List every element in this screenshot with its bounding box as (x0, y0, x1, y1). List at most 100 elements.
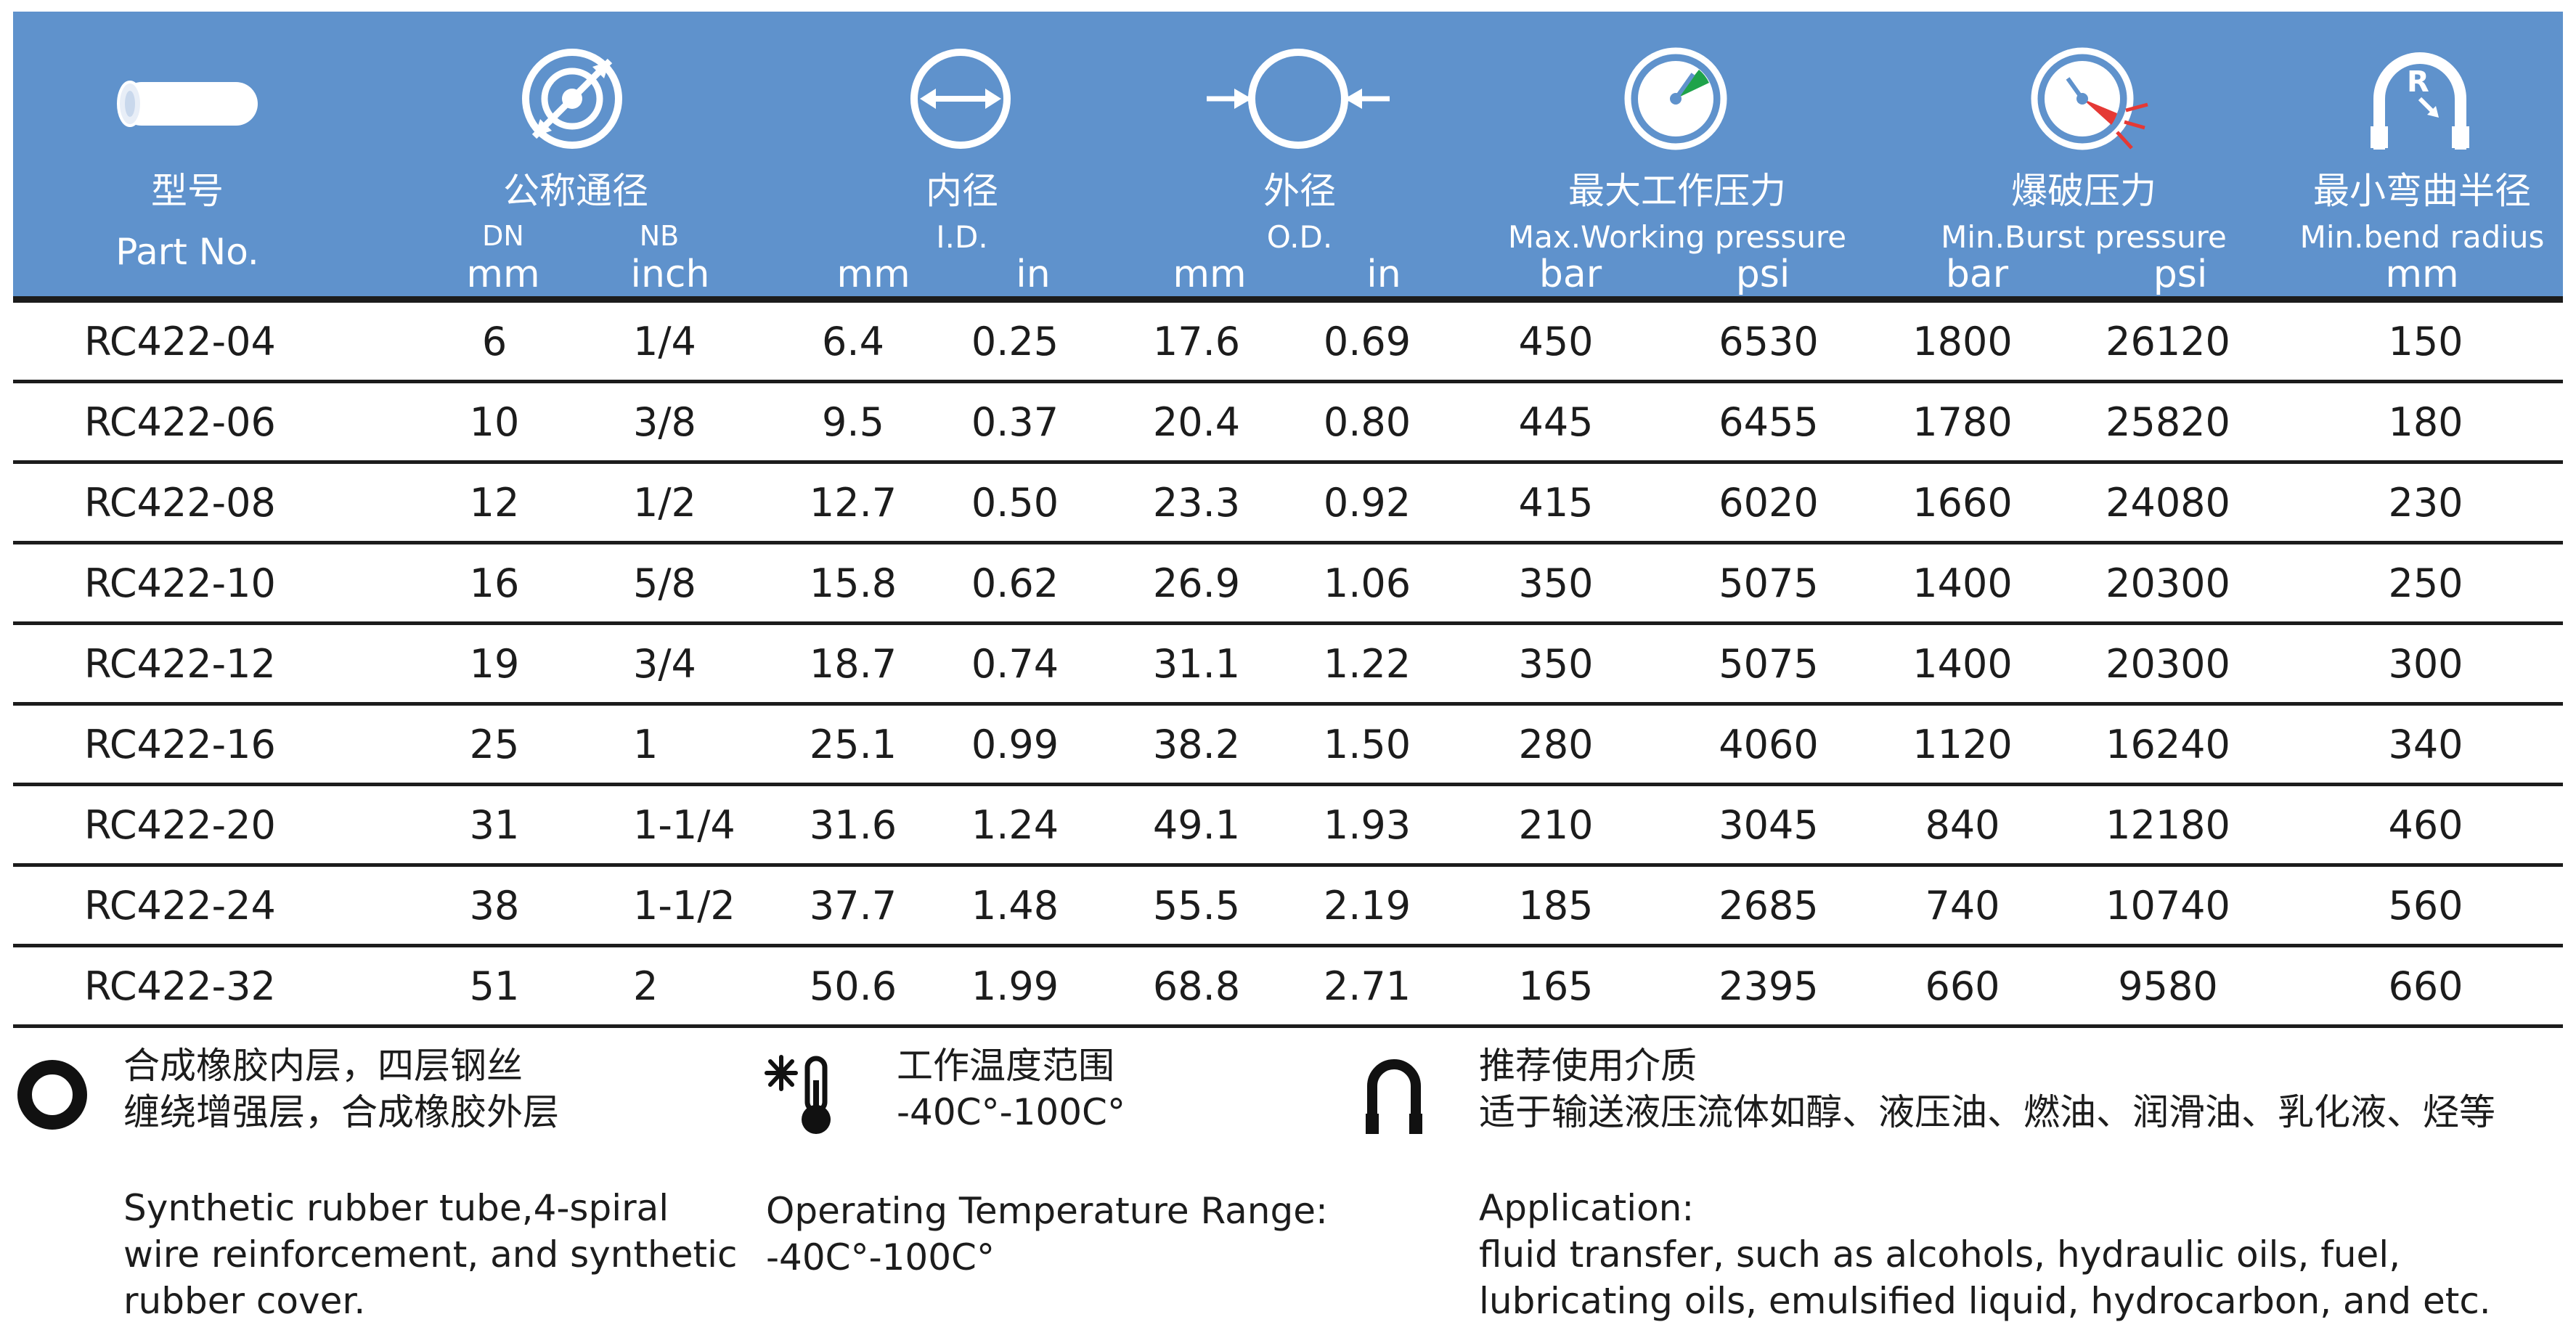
thermometer-snowflake-icon (765, 1055, 831, 1134)
cell-wp-bar: 350 (1518, 641, 1594, 687)
cell-od-in: 1.93 (1323, 802, 1411, 848)
bend-radius-icon: R (2371, 52, 2469, 150)
cell-id-mm: 12.7 (809, 480, 897, 526)
header-bp-title-en: Min.Burst pressure (1941, 219, 2227, 255)
cell-wp-psi: 6020 (1719, 480, 1819, 526)
cell-od-mm: 23.3 (1152, 480, 1241, 526)
cell-bend-radius: 660 (2388, 963, 2463, 1009)
cell-bend-radius: 230 (2388, 480, 2463, 526)
temperature-en-title: Operating Temperature Range: (766, 1190, 1328, 1232)
cell-id-in: 0.37 (971, 399, 1059, 445)
cell-wp-psi: 5075 (1719, 641, 1819, 687)
header-nominal-title-cn: 公称通径 (503, 170, 648, 212)
cell-part-no: RC422-32 (84, 963, 276, 1009)
burst-gauge-icon (2031, 47, 2148, 150)
header-part-title-en: Part No. (115, 231, 259, 273)
cell-bp-psi: 20300 (2106, 560, 2230, 606)
cell-wp-bar: 350 (1518, 560, 1594, 606)
header-bp-unit-bar: bar (1945, 253, 2009, 296)
cell-bend-radius: 300 (2388, 641, 2463, 687)
construction-en-line1: Synthetic rubber tube,4-spiral (123, 1187, 669, 1229)
table-row: RC422-06 10 3/8 9.5 0.37 20.4 0.80 445 6455 1780 2… (13, 383, 2563, 464)
header-od-title-cn: 外径 (1263, 170, 1336, 212)
cell-id-mm: 25.1 (809, 722, 897, 767)
hose-tube-icon (117, 81, 258, 127)
application-en-title: Application: (1479, 1187, 1695, 1229)
cell-bp-bar: 1660 (1912, 480, 2013, 526)
application-en-line2: lubricating oils, emulsified liquid, hyd… (1479, 1280, 2491, 1322)
cell-bp-psi: 16240 (2106, 722, 2230, 767)
cell-dn-mm: 51 (469, 963, 520, 1009)
table-row: RC422-08 12 1/2 12.7 0.50 23.3 0.92 415 6020 1660… (13, 464, 2563, 544)
table-row: RC422-12 19 3/4 18.7 0.74 31.1 1.22 350 5075 1400… (13, 625, 2563, 706)
nominal-bore-icon (522, 49, 622, 149)
cell-bp-bar: 1400 (1912, 560, 2013, 606)
cell-part-no: RC422-16 (84, 722, 276, 767)
cell-id-in: 1.99 (971, 963, 1059, 1009)
cell-od-in: 2.71 (1323, 963, 1411, 1009)
cell-bend-radius: 460 (2388, 802, 2463, 848)
cell-dn-mm: 16 (469, 560, 520, 606)
cell-bp-psi: 24080 (2106, 480, 2230, 526)
pressure-gauge-icon (1624, 47, 1727, 150)
cell-id-mm: 31.6 (809, 802, 897, 848)
cell-od-in: 2.19 (1323, 883, 1411, 929)
cell-od-mm: 38.2 (1152, 722, 1241, 767)
header-od-unit-mm: mm (1173, 253, 1247, 296)
cell-bp-bar: 660 (1925, 963, 2000, 1009)
cell-wp-psi: 3045 (1719, 802, 1819, 848)
construction-cn-line1: 合成橡胶内层，四层钢丝 (123, 1045, 523, 1087)
cell-dn-mm: 12 (469, 480, 520, 526)
cell-id-mm: 9.5 (822, 399, 884, 445)
cell-id-in: 0.25 (971, 319, 1059, 364)
cell-od-in: 0.80 (1323, 399, 1411, 445)
cell-part-no: RC422-04 (84, 319, 276, 364)
temperature-cn-value: -40C°-100C° (897, 1091, 1125, 1133)
u-hose-icon (1366, 1059, 1422, 1134)
cell-id-in: 0.99 (971, 722, 1059, 767)
cell-dn-mm: 38 (469, 883, 520, 929)
header-dn-label: DN (482, 220, 524, 252)
cell-id-in: 1.48 (971, 883, 1059, 929)
inner-diameter-icon (910, 49, 1011, 149)
cell-bend-radius: 560 (2388, 883, 2463, 929)
table-header: 型号 Part No. 公称通径 DN NB mm inch 内径 I.D. m… (13, 12, 2563, 296)
cell-part-no: RC422-20 (84, 802, 276, 848)
cell-nb-inch: 5/8 (633, 560, 696, 606)
cell-dn-mm: 6 (481, 319, 508, 364)
cell-nb-inch: 1-1/4 (633, 802, 735, 848)
cell-bp-psi: 25820 (2106, 399, 2230, 445)
cell-id-in: 0.62 (971, 560, 1059, 606)
table-row: RC422-16 25 1 25.1 0.99 38.2 1.50 280 4060 1120 16… (13, 706, 2563, 786)
cell-od-in: 1.50 (1323, 722, 1411, 767)
cell-bp-bar: 1400 (1912, 641, 2013, 687)
cell-bp-psi: 26120 (2106, 319, 2230, 364)
cell-dn-mm: 25 (469, 722, 520, 767)
cell-wp-bar: 185 (1518, 883, 1594, 929)
temperature-cn-title: 工作温度范围 (897, 1045, 1114, 1087)
header-nb-unit: inch (630, 253, 710, 296)
header-id-title-en: I.D. (936, 219, 988, 255)
cell-nb-inch: 1/4 (633, 319, 696, 364)
table-row: RC422-32 51 2 50.6 1.99 68.8 2.71 165 2395 660 958… (13, 947, 2563, 1028)
cell-od-in: 1.22 (1323, 641, 1411, 687)
cell-part-no: RC422-12 (84, 641, 276, 687)
header-id-unit-mm: mm (836, 253, 910, 296)
header-wp-unit-psi: psi (1735, 253, 1790, 296)
cell-bp-bar: 1780 (1912, 399, 2013, 445)
cell-wp-psi: 2685 (1719, 883, 1819, 929)
header-id-title-cn: 内径 (926, 170, 998, 212)
cell-id-mm: 6.4 (822, 319, 884, 364)
cell-wp-bar: 210 (1518, 802, 1594, 848)
cell-wp-bar: 280 (1518, 722, 1594, 767)
header-divider (13, 296, 2563, 303)
header-part-title-cn: 型号 (151, 170, 224, 212)
table-row: RC422-24 38 1-1/2 37.7 1.48 55.5 2.19 185 2685 74… (13, 867, 2563, 947)
cell-od-mm: 49.1 (1152, 802, 1241, 848)
cell-dn-mm: 31 (469, 802, 520, 848)
cell-part-no: RC422-06 (84, 399, 276, 445)
spec-footer: 合成橡胶内层，四层钢丝 缠绕增强层，合成橡胶外层 Synthetic rubbe… (0, 1016, 2576, 1330)
cell-wp-psi: 6530 (1719, 319, 1819, 364)
cell-part-no: RC422-08 (84, 480, 276, 526)
construction-en-line3: rubber cover. (123, 1280, 366, 1322)
